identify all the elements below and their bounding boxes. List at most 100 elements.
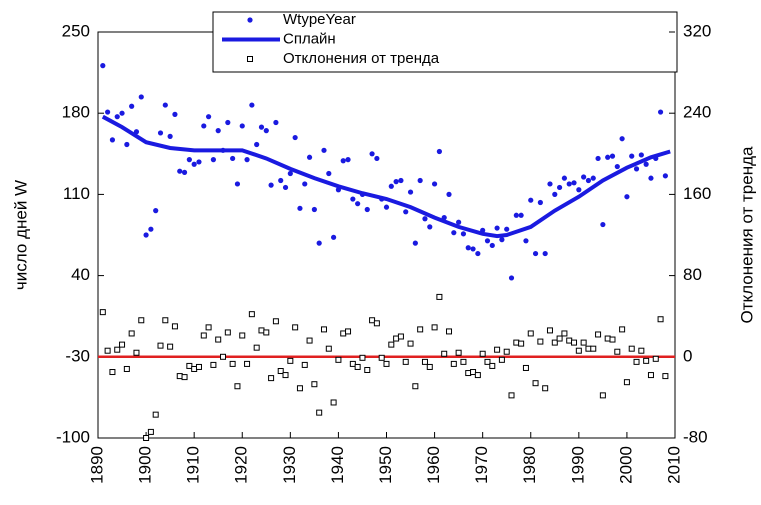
deviation-point xyxy=(316,409,323,416)
data-point xyxy=(624,194,630,200)
deviation-point xyxy=(407,340,414,347)
deviation-point xyxy=(551,339,558,346)
deviation-point xyxy=(542,385,549,392)
deviation-point xyxy=(152,411,159,418)
deviation-point xyxy=(652,355,659,362)
deviation-point xyxy=(195,363,202,370)
deviation-point xyxy=(123,365,130,372)
data-point xyxy=(571,180,577,186)
deviation-point xyxy=(378,354,385,361)
deviation-point xyxy=(244,360,251,367)
deviation-point xyxy=(527,330,534,337)
deviation-point xyxy=(239,332,246,339)
data-point xyxy=(201,123,207,129)
data-point xyxy=(388,183,394,189)
deviation-point xyxy=(157,342,164,349)
y-tick-label: -100 xyxy=(56,427,90,446)
deviation-point xyxy=(306,337,313,344)
data-point xyxy=(383,204,390,210)
data-point xyxy=(297,205,303,211)
data-point xyxy=(282,184,289,191)
deviation-point xyxy=(186,362,193,369)
data-point xyxy=(590,175,596,181)
deviation-point xyxy=(465,370,472,377)
legend-marker xyxy=(247,17,253,23)
deviation-point xyxy=(282,372,289,379)
deviation-point xyxy=(590,345,597,352)
data-point xyxy=(456,219,462,225)
deviation-point xyxy=(191,365,198,372)
deviation-point xyxy=(325,345,332,352)
y2-tick-label: 160 xyxy=(683,184,711,203)
deviation-point xyxy=(441,350,448,357)
deviation-point xyxy=(470,369,477,376)
data-point xyxy=(581,174,587,180)
deviation-point xyxy=(532,380,539,387)
data-point xyxy=(633,166,640,172)
x-tick-label: 1890 xyxy=(87,446,106,484)
deviation-point xyxy=(119,341,126,348)
deviation-point xyxy=(556,335,563,342)
y2-tick-label: 0 xyxy=(683,346,692,365)
deviation-point xyxy=(335,356,342,363)
data-point xyxy=(114,114,120,120)
deviation-point xyxy=(393,335,400,342)
data-point xyxy=(177,168,183,174)
deviation-point xyxy=(388,341,395,348)
deviation-point xyxy=(268,375,275,382)
x-tick-label: 1970 xyxy=(472,446,491,484)
legend-marker xyxy=(247,56,253,62)
deviation-point xyxy=(474,372,481,379)
data-point xyxy=(186,157,192,163)
y2-tick-label: -80 xyxy=(683,427,708,446)
data-point xyxy=(576,187,582,193)
deviation-point xyxy=(633,358,640,365)
deviation-point xyxy=(205,324,212,331)
data-point xyxy=(609,153,616,159)
data-point xyxy=(532,250,539,257)
data-point xyxy=(196,159,202,165)
data-point xyxy=(278,177,284,184)
legend-label: Отклонения от тренда xyxy=(283,50,440,67)
legend-label: Сплайн xyxy=(283,30,336,47)
data-point xyxy=(263,128,269,134)
data-point xyxy=(268,182,274,188)
deviation-point xyxy=(320,326,327,333)
data-point xyxy=(537,199,543,206)
deviation-point xyxy=(599,392,606,399)
deviation-point xyxy=(359,354,366,361)
data-point xyxy=(167,133,173,139)
deviation-point xyxy=(345,328,352,335)
data-point xyxy=(513,212,519,218)
data-point xyxy=(129,103,135,109)
deviation-point xyxy=(176,373,183,380)
deviation-point xyxy=(580,339,587,346)
data-point xyxy=(153,208,159,214)
x-tick-label: 1990 xyxy=(568,446,587,484)
deviation-point xyxy=(330,399,337,406)
y-tick-label: -30 xyxy=(65,346,90,365)
data-point xyxy=(417,177,423,184)
data-point xyxy=(230,155,236,162)
data-point xyxy=(407,189,414,195)
deviation-point xyxy=(566,337,573,344)
deviation-point xyxy=(383,360,390,367)
deviation-point xyxy=(455,349,462,356)
data-point xyxy=(600,221,606,228)
deviation-point xyxy=(604,335,611,342)
data-point xyxy=(321,147,327,153)
data-point xyxy=(585,177,592,184)
x-tick-label: 1940 xyxy=(328,446,347,484)
data-point xyxy=(629,153,635,159)
data-point xyxy=(364,206,370,213)
data-point xyxy=(225,119,231,126)
deviation-point xyxy=(162,317,169,324)
data-point xyxy=(508,275,515,281)
deviation-point xyxy=(421,358,428,365)
data-point xyxy=(143,232,149,238)
deviation-point xyxy=(373,320,380,327)
deviation-point xyxy=(571,339,578,346)
data-point xyxy=(302,181,308,187)
data-point xyxy=(157,130,164,136)
